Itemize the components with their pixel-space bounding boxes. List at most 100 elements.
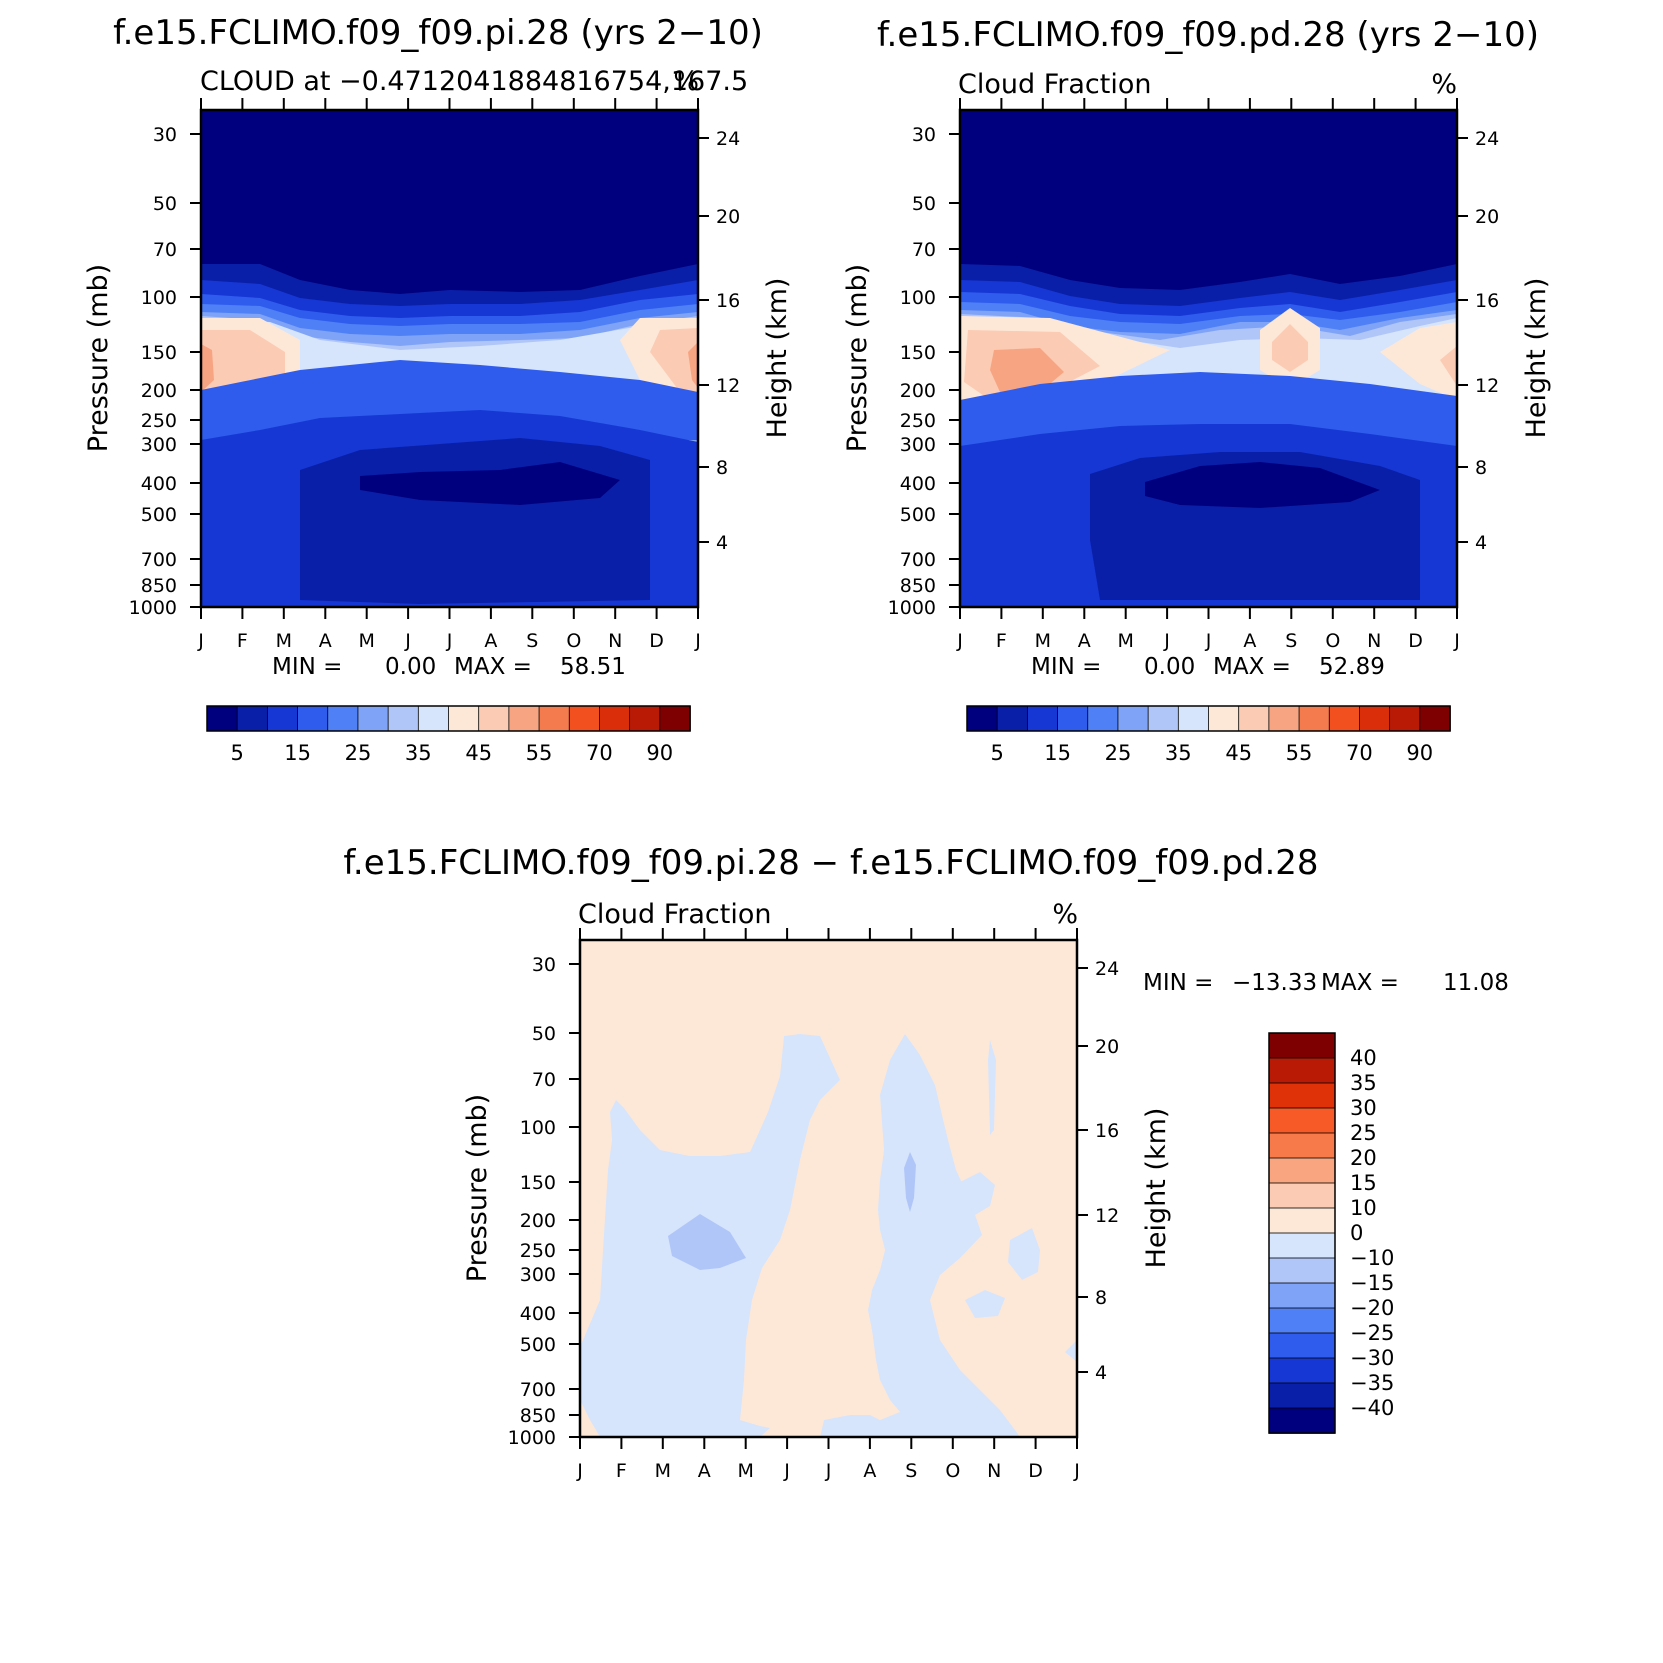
panel-diff-cb-label-25: 25: [1350, 1121, 1377, 1145]
panel-pi-xtick-jun: J: [404, 630, 411, 652]
panel-pd-plot-area: [958, 108, 1459, 609]
panel-pi-xtick-apr: A: [319, 630, 332, 652]
panel-pi-yright-8: 8: [716, 457, 728, 479]
panel-diff-yright-16: 16: [1095, 1120, 1119, 1142]
panel-diff-cb-label-40: 40: [1350, 1046, 1377, 1070]
panel-pd-ylabel-right: Height (km): [1521, 278, 1552, 439]
panel-pi-colorbar-cell-15: [659, 705, 691, 732]
panel-diff-ytick-1000: 1000: [508, 1427, 556, 1449]
panel-pd-min-label: MIN =: [1031, 654, 1101, 680]
panel-diff-xtick-feb: F: [616, 1460, 627, 1482]
panel-pi-xtick-feb: F: [237, 630, 248, 652]
panel-pi-xtick-jan-end: J: [694, 630, 701, 652]
panel-diff: f.e15.FCLIMO.f09_f09.pi.28 − f.e15.FCLIM…: [343, 843, 1508, 1482]
panel-diff-max-label: MAX =: [1321, 970, 1399, 996]
panel-pd-colorbar-cell-0: [966, 705, 998, 732]
panel-pd-ytick-400: 400: [900, 473, 936, 495]
panel-diff-colorbar-cell-10: [1268, 1282, 1336, 1309]
panel-pd-ylabel: Pressure (mb): [842, 264, 873, 452]
panel-diff-xtick-apr: A: [698, 1460, 711, 1482]
panel-diff-units: %: [1052, 899, 1078, 930]
panel-diff-y-ticks-left: 30 50 70 100 150 200 250 300 400 500 700…: [508, 954, 580, 1449]
panel-diff-colorbar-frame: [1268, 1032, 1336, 1434]
panel-pd-xtick-oct: O: [1325, 630, 1340, 652]
panel-pd-ytick-marks: [949, 133, 960, 608]
panel-diff-cb-label-0: 0: [1350, 1221, 1363, 1245]
panel-pi-colorbar-cell-14: [629, 705, 661, 732]
panel-pi-colorbar-cell-8: [448, 705, 480, 732]
panel-pi-ytick-400: 400: [141, 473, 177, 495]
panel-pi-yright-20: 20: [716, 206, 740, 228]
panel-pi-xtick-jul: J: [446, 630, 453, 652]
panel-diff-xtick-oct: O: [945, 1460, 960, 1482]
panel-pi-ytick-300: 300: [141, 434, 177, 456]
panel-pi-ytick-500: 500: [141, 504, 177, 526]
panel-pd-x-ticks: J F M A M J J A S O N D J: [956, 98, 1460, 652]
panel-pd-xtick-marks: [959, 98, 1458, 619]
panel-pd-cb-label-70: 70: [1346, 741, 1373, 765]
panel-diff-cb-label-20: 20: [1350, 1146, 1377, 1170]
panel-pi-title: f.e15.FCLIMO.f09_f09.pi.28 (yrs 2−10): [113, 13, 763, 53]
panel-pi-colorbar-cell-4: [327, 705, 359, 732]
panel-pi-xtick-sep: S: [526, 630, 538, 652]
panel-pi-y-ticks-right: 24 20 16 12 8 4: [698, 128, 740, 554]
panel-pi-ytick-850: 850: [141, 575, 177, 597]
panel-pi-yright-24: 24: [716, 128, 740, 150]
panel-pd-colorbar-cell-15: [1419, 705, 1451, 732]
panel-pi-ytick-150: 150: [141, 342, 177, 364]
panel-diff-cb-label-neg20: −20: [1350, 1296, 1394, 1320]
panel-diff-colorbar-cell-15: [1268, 1407, 1336, 1434]
panel-diff-ytick-300: 300: [520, 1264, 556, 1286]
panel-diff-colorbar-cell-4: [1268, 1132, 1336, 1159]
panel-diff-xtick-aug: A: [863, 1460, 876, 1482]
panel-pd-xtick-jun: J: [1163, 630, 1170, 652]
panel-diff-colorbar-cell-11: [1268, 1307, 1336, 1334]
panel-diff-ytick-500: 500: [520, 1334, 556, 1356]
panel-pd-ytick-850: 850: [900, 575, 936, 597]
panel-diff-colorbar: 40 35 30 25 20 15 10 0 −10 −15 −20 −25 −…: [1268, 1032, 1394, 1434]
panel-diff-ytick-70: 70: [532, 1069, 556, 1091]
panel-pi-ytick-70: 70: [153, 239, 177, 261]
panel-pi-x-ticks: J F M A M J J A S O N D J: [197, 98, 701, 652]
panel-pd-cb-label-55: 55: [1286, 741, 1313, 765]
panel-pd-units: %: [1431, 69, 1457, 100]
panel-diff-xtick-jan-end: J: [1073, 1460, 1080, 1482]
panel-pd: f.e15.FCLIMO.f09_f09.pd.28 (yrs 2−10) Cl…: [842, 15, 1552, 765]
panel-diff-colorbar-cell-2: [1268, 1082, 1336, 1109]
panel-pi-xtick-may: M: [358, 630, 374, 652]
panel-pi-colorbar-cells: [206, 705, 691, 732]
panel-diff-cb-label-neg10: −10: [1350, 1246, 1394, 1270]
panel-diff-yright-12: 12: [1095, 1205, 1119, 1227]
panel-diff-xtick-nov: N: [987, 1460, 1001, 1482]
panel-pi-colorbar-cell-6: [387, 705, 420, 732]
panel-diff-yright-24: 24: [1095, 958, 1119, 980]
panel-pd-colorbar-cell-2: [1026, 705, 1059, 732]
panel-pi-colorbar-cell-0: [206, 705, 238, 732]
panel-pd-xtick-mar: M: [1035, 630, 1051, 652]
panel-diff-cb-label-35: 35: [1350, 1071, 1377, 1095]
panel-pd-ytick-200: 200: [900, 380, 936, 402]
panel-pi-ytick-250: 250: [141, 410, 177, 432]
panel-pi-cb-label-35: 35: [405, 741, 432, 765]
panel-pd-colorbar-cell-14: [1389, 705, 1421, 732]
panel-diff-ytick-200: 200: [520, 1210, 556, 1232]
panel-pi-colorbar-cell-10: [508, 705, 540, 732]
panel-diff-negative-blob-right: [1008, 1228, 1040, 1280]
panel-diff-cb-label-neg30: −30: [1350, 1346, 1394, 1370]
panel-pd-ytick-700: 700: [900, 549, 936, 571]
panel-diff-colorbar-cell-6: [1268, 1182, 1336, 1209]
panel-pd-colorbar-cell-12: [1328, 705, 1361, 732]
panel-pi-left-subtitle: CLOUD at −0.4712041884816754,167.5: [200, 66, 748, 97]
panel-diff-colorbar-cell-5: [1268, 1157, 1336, 1184]
panel-diff-negative-spur: [988, 1040, 996, 1135]
panel-pd-ytick-50: 50: [912, 193, 936, 215]
panel-pd-max-value: 52.89: [1319, 654, 1385, 680]
panel-pd-y-ticks-right: 24 20 16 12 8 4: [1457, 128, 1499, 554]
panel-diff-negative-region-east: [820, 1034, 1020, 1437]
panel-diff-colorbar-cell-3: [1268, 1107, 1336, 1134]
panel-pi-xtick-dec: D: [649, 630, 664, 652]
panel-diff-ylabel: Pressure (mb): [462, 1094, 493, 1282]
panel-pd-xtick-aug: A: [1243, 630, 1256, 652]
panel-pi-colorbar-cell-3: [297, 705, 329, 732]
panel-diff-negative-edge-right: [1065, 1340, 1077, 1362]
